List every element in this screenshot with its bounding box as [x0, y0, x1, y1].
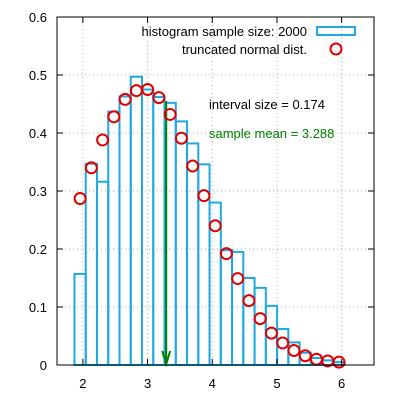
histogram-bar — [208, 201, 222, 366]
histogram-bar — [118, 95, 132, 367]
distribution-point — [276, 336, 290, 350]
distribution-point — [208, 219, 222, 233]
y-tick-label: 0.1 — [29, 300, 47, 315]
sample-mean-annotation: sample mean = 3.288 — [209, 126, 334, 141]
mean-marker — [161, 101, 172, 368]
distribution-point — [163, 107, 177, 121]
y-tick-label: 0.2 — [29, 242, 47, 257]
distribution-point — [253, 312, 267, 326]
distribution-point — [264, 326, 278, 340]
distribution-point — [298, 349, 312, 363]
distribution-point — [309, 352, 323, 366]
distribution-point — [96, 133, 110, 147]
interval-size-annotation: interval size = 0.174 — [209, 97, 325, 112]
distribution-point — [84, 161, 98, 175]
x-tick-label: 6 — [338, 376, 345, 391]
y-tick-label: 0.4 — [29, 126, 47, 141]
distribution-point — [242, 294, 256, 308]
distribution-point — [73, 192, 87, 206]
distribution-point — [107, 110, 121, 124]
histogram-bar — [107, 110, 121, 367]
distribution-points — [73, 83, 346, 369]
histogram-bar — [219, 249, 234, 366]
histogram-bar — [129, 75, 144, 367]
distribution-point — [174, 131, 188, 145]
distribution-point — [287, 344, 301, 357]
distribution-point — [129, 84, 143, 98]
histogram-bar — [186, 142, 200, 366]
histogram-bar — [231, 250, 245, 366]
histogram-bar — [84, 162, 98, 366]
histogram-bar — [253, 286, 267, 366]
distribution-point — [197, 189, 211, 203]
distribution-point — [152, 91, 166, 105]
grid — [57, 17, 374, 365]
legend: histogram sample size: 2000 truncated no… — [142, 24, 356, 57]
y-tick-label: 0.6 — [29, 10, 47, 25]
plot-frame — [56, 16, 375, 366]
mean-arrow-head — [161, 350, 172, 368]
histogram-bar — [242, 277, 256, 366]
x-tick-label: 5 — [273, 376, 280, 391]
y-tick-label: 0.5 — [29, 68, 47, 83]
x-tick-label: 4 — [209, 376, 216, 391]
histogram-bar — [152, 96, 166, 366]
legend-histogram-swatch — [316, 26, 356, 36]
histogram-bar — [95, 180, 110, 366]
distribution-point — [141, 83, 155, 96]
legend-histogram-label: histogram sample size: 2000 — [142, 24, 307, 39]
y-tick-label: 0.3 — [29, 184, 47, 199]
legend-distribution-label: truncated normal dist. — [182, 42, 307, 57]
x-tick-label: 2 — [79, 376, 86, 391]
distribution-point — [118, 92, 132, 106]
axis-ticks: 2 3 4 5 6 0 0.1 0.2 0.3 0.4 0.5 0.6 — [29, 10, 374, 391]
distribution-point — [231, 272, 245, 286]
x-tick-label: 3 — [144, 376, 151, 391]
histogram-bar — [141, 88, 155, 366]
distribution-point — [219, 247, 233, 261]
histogram-bar — [73, 272, 87, 366]
histogram-bar — [197, 163, 211, 366]
legend-distribution-swatch — [329, 42, 343, 56]
y-tick-label: 0 — [40, 358, 47, 373]
histogram-bar — [174, 120, 189, 367]
distribution-point — [332, 355, 346, 369]
histogram-bars — [73, 75, 346, 367]
distribution-point — [186, 159, 200, 173]
